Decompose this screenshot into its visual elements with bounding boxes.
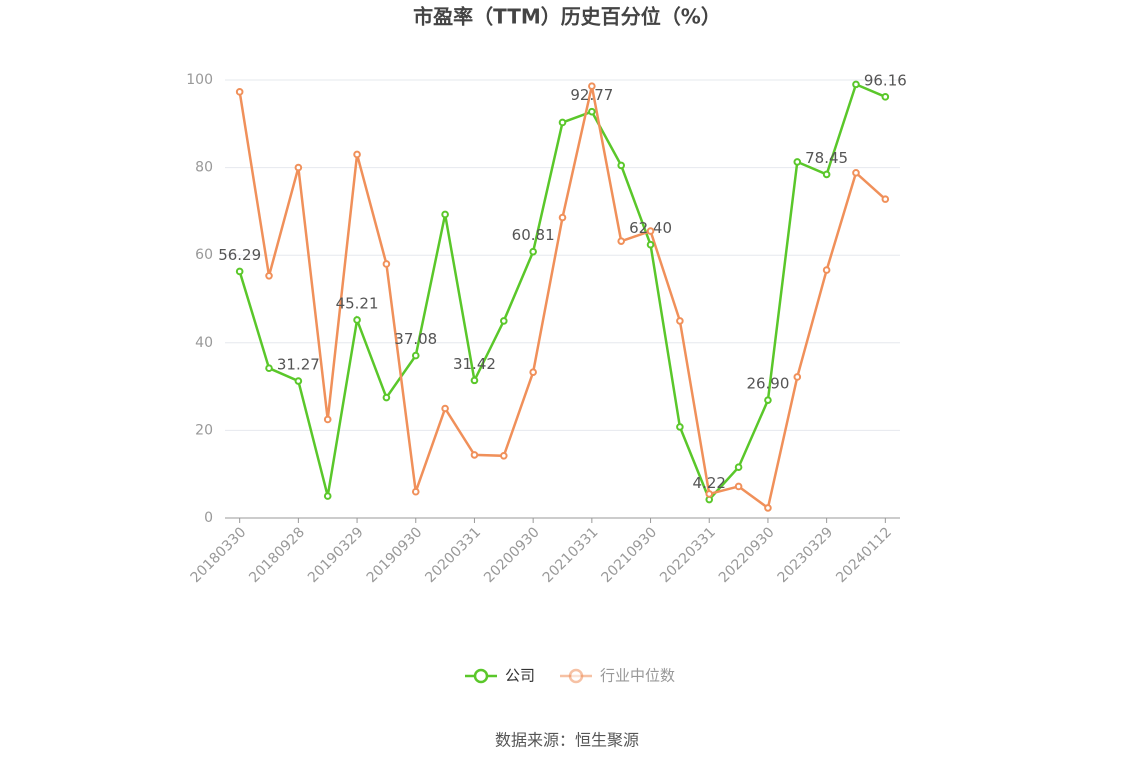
point [852,80,860,89]
point [646,240,655,249]
point [734,482,743,491]
data-label: 26.90 [746,375,789,393]
data-label: 31.42 [453,355,496,373]
source-note: 数据来源：恒生聚源 [495,731,639,750]
point [265,271,273,280]
point [881,93,890,101]
point [793,373,802,381]
point [676,423,684,431]
point [617,237,625,245]
point [411,351,420,360]
data-label: 96.16 [864,71,907,89]
point [676,317,684,325]
x-tick-label: 20220331 [657,524,719,586]
x-tick-label: 20210930 [598,524,660,586]
series-line [238,82,886,502]
x-tick-label: 20190329 [305,524,367,586]
x-tick-label: 20210331 [540,524,602,586]
point [558,118,567,127]
legend-label: 行业中位数 [600,667,675,685]
legend-marker [568,668,584,684]
point [500,452,508,460]
point [822,266,831,274]
point [294,163,303,172]
point [529,247,537,256]
legend-marker [473,668,489,684]
y-tick-label: 40 [195,335,213,351]
point [441,404,449,413]
data-label: 60.81 [512,226,555,244]
y-tick-label: 60 [195,247,213,263]
point [822,170,831,179]
point [529,368,537,376]
point [500,317,508,325]
y-tick-label: 20 [195,422,213,438]
x-tick-label: 20240112 [833,524,895,586]
y-tick-label: 100 [186,72,213,88]
point [441,210,449,219]
point [617,161,625,170]
x-tick-label: 20200331 [422,524,484,586]
point [646,227,655,235]
point [323,415,332,424]
x-tick-label: 20180330 [188,524,250,586]
point [705,490,714,498]
y-tick-label: 0 [204,510,213,526]
point [793,158,802,166]
point [353,150,361,159]
y-tick-label: 80 [195,160,213,176]
legend-label: 公司 [505,667,535,685]
point [734,463,743,471]
x-tick-label: 20200930 [481,524,543,586]
point [235,267,244,276]
point [852,169,860,177]
x-tick-label: 20180928 [246,524,308,586]
data-label: 45.21 [336,294,379,312]
point [588,107,596,116]
data-label: 56.29 [218,246,261,264]
point [294,377,303,385]
chart-title: 市盈率（TTM）历史百分位（%） [413,5,721,29]
point [382,393,391,402]
point [764,396,772,404]
point [323,492,332,500]
point [764,504,772,512]
point [382,260,391,268]
x-tick-label: 20190930 [364,524,426,586]
data-label: 78.45 [805,149,848,167]
point [470,376,479,385]
point [558,213,567,222]
point [235,88,244,96]
data-label: 37.08 [394,330,437,348]
point [411,487,420,496]
x-tick-label: 20220930 [716,524,778,586]
point [353,316,361,324]
point [265,364,273,373]
point [881,195,890,203]
data-label: 31.27 [277,356,320,374]
data-label: 4.22 [693,474,726,492]
x-tick-label: 20230329 [775,524,837,586]
point [470,451,479,459]
point [588,82,596,90]
data-label: 92.77 [570,86,613,104]
